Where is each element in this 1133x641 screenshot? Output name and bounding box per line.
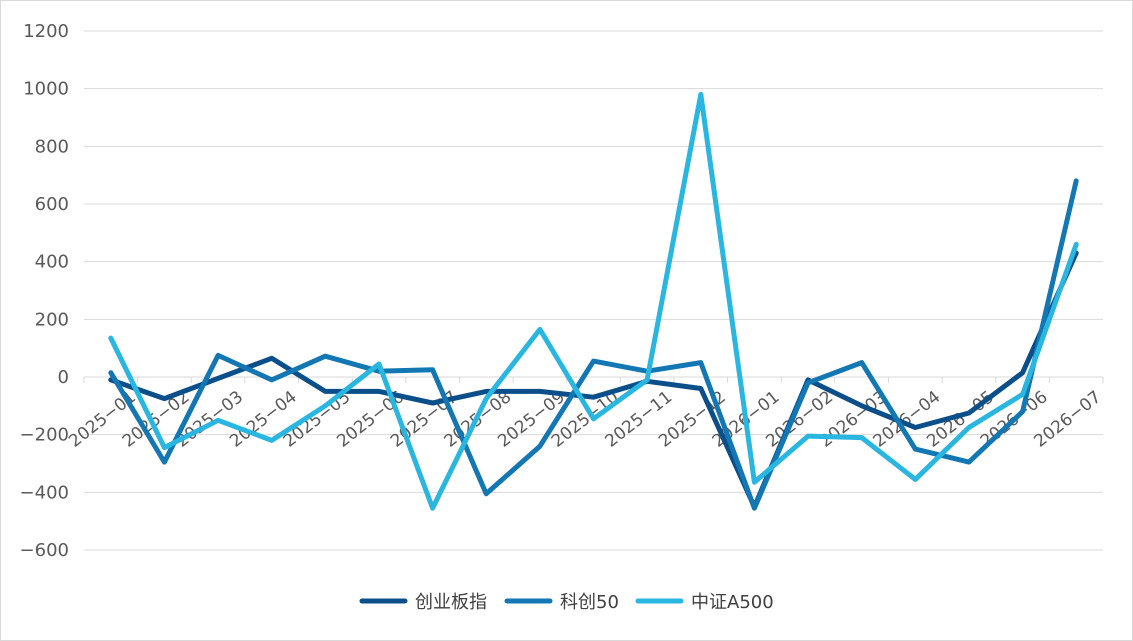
y-tick-label: −200 bbox=[20, 425, 69, 446]
y-axis: −600 −400 −200 0 200 400 600 800 1000 1200 bbox=[20, 21, 69, 561]
series-line-1 bbox=[108, 250, 1079, 510]
y-tick-label: 600 bbox=[35, 194, 69, 215]
y-tick-label: 200 bbox=[35, 309, 69, 330]
y-tick-label: 400 bbox=[35, 252, 69, 273]
y-tick-label: 1200 bbox=[23, 21, 69, 42]
y-tick-label: 1000 bbox=[23, 79, 69, 100]
y-tick-label: −600 bbox=[20, 540, 69, 561]
grid-lines bbox=[84, 30, 1103, 551]
legend: 创业板指 科创50 中证A500 bbox=[359, 592, 774, 613]
series-line-3 bbox=[108, 91, 1079, 511]
series-lines bbox=[108, 91, 1079, 511]
series-line-2 bbox=[108, 178, 1079, 511]
y-tick-label: 0 bbox=[58, 367, 69, 388]
legend-label-3: 中证A500 bbox=[691, 592, 774, 613]
y-tick-label: 800 bbox=[35, 136, 69, 157]
x-axis: 2025−012025−022025−032025−042025−052025−… bbox=[65, 377, 1105, 452]
y-tick-label: −400 bbox=[20, 482, 69, 503]
legend-label-2: 科创50 bbox=[560, 592, 619, 613]
legend-label-1: 创业板指 bbox=[415, 592, 487, 613]
